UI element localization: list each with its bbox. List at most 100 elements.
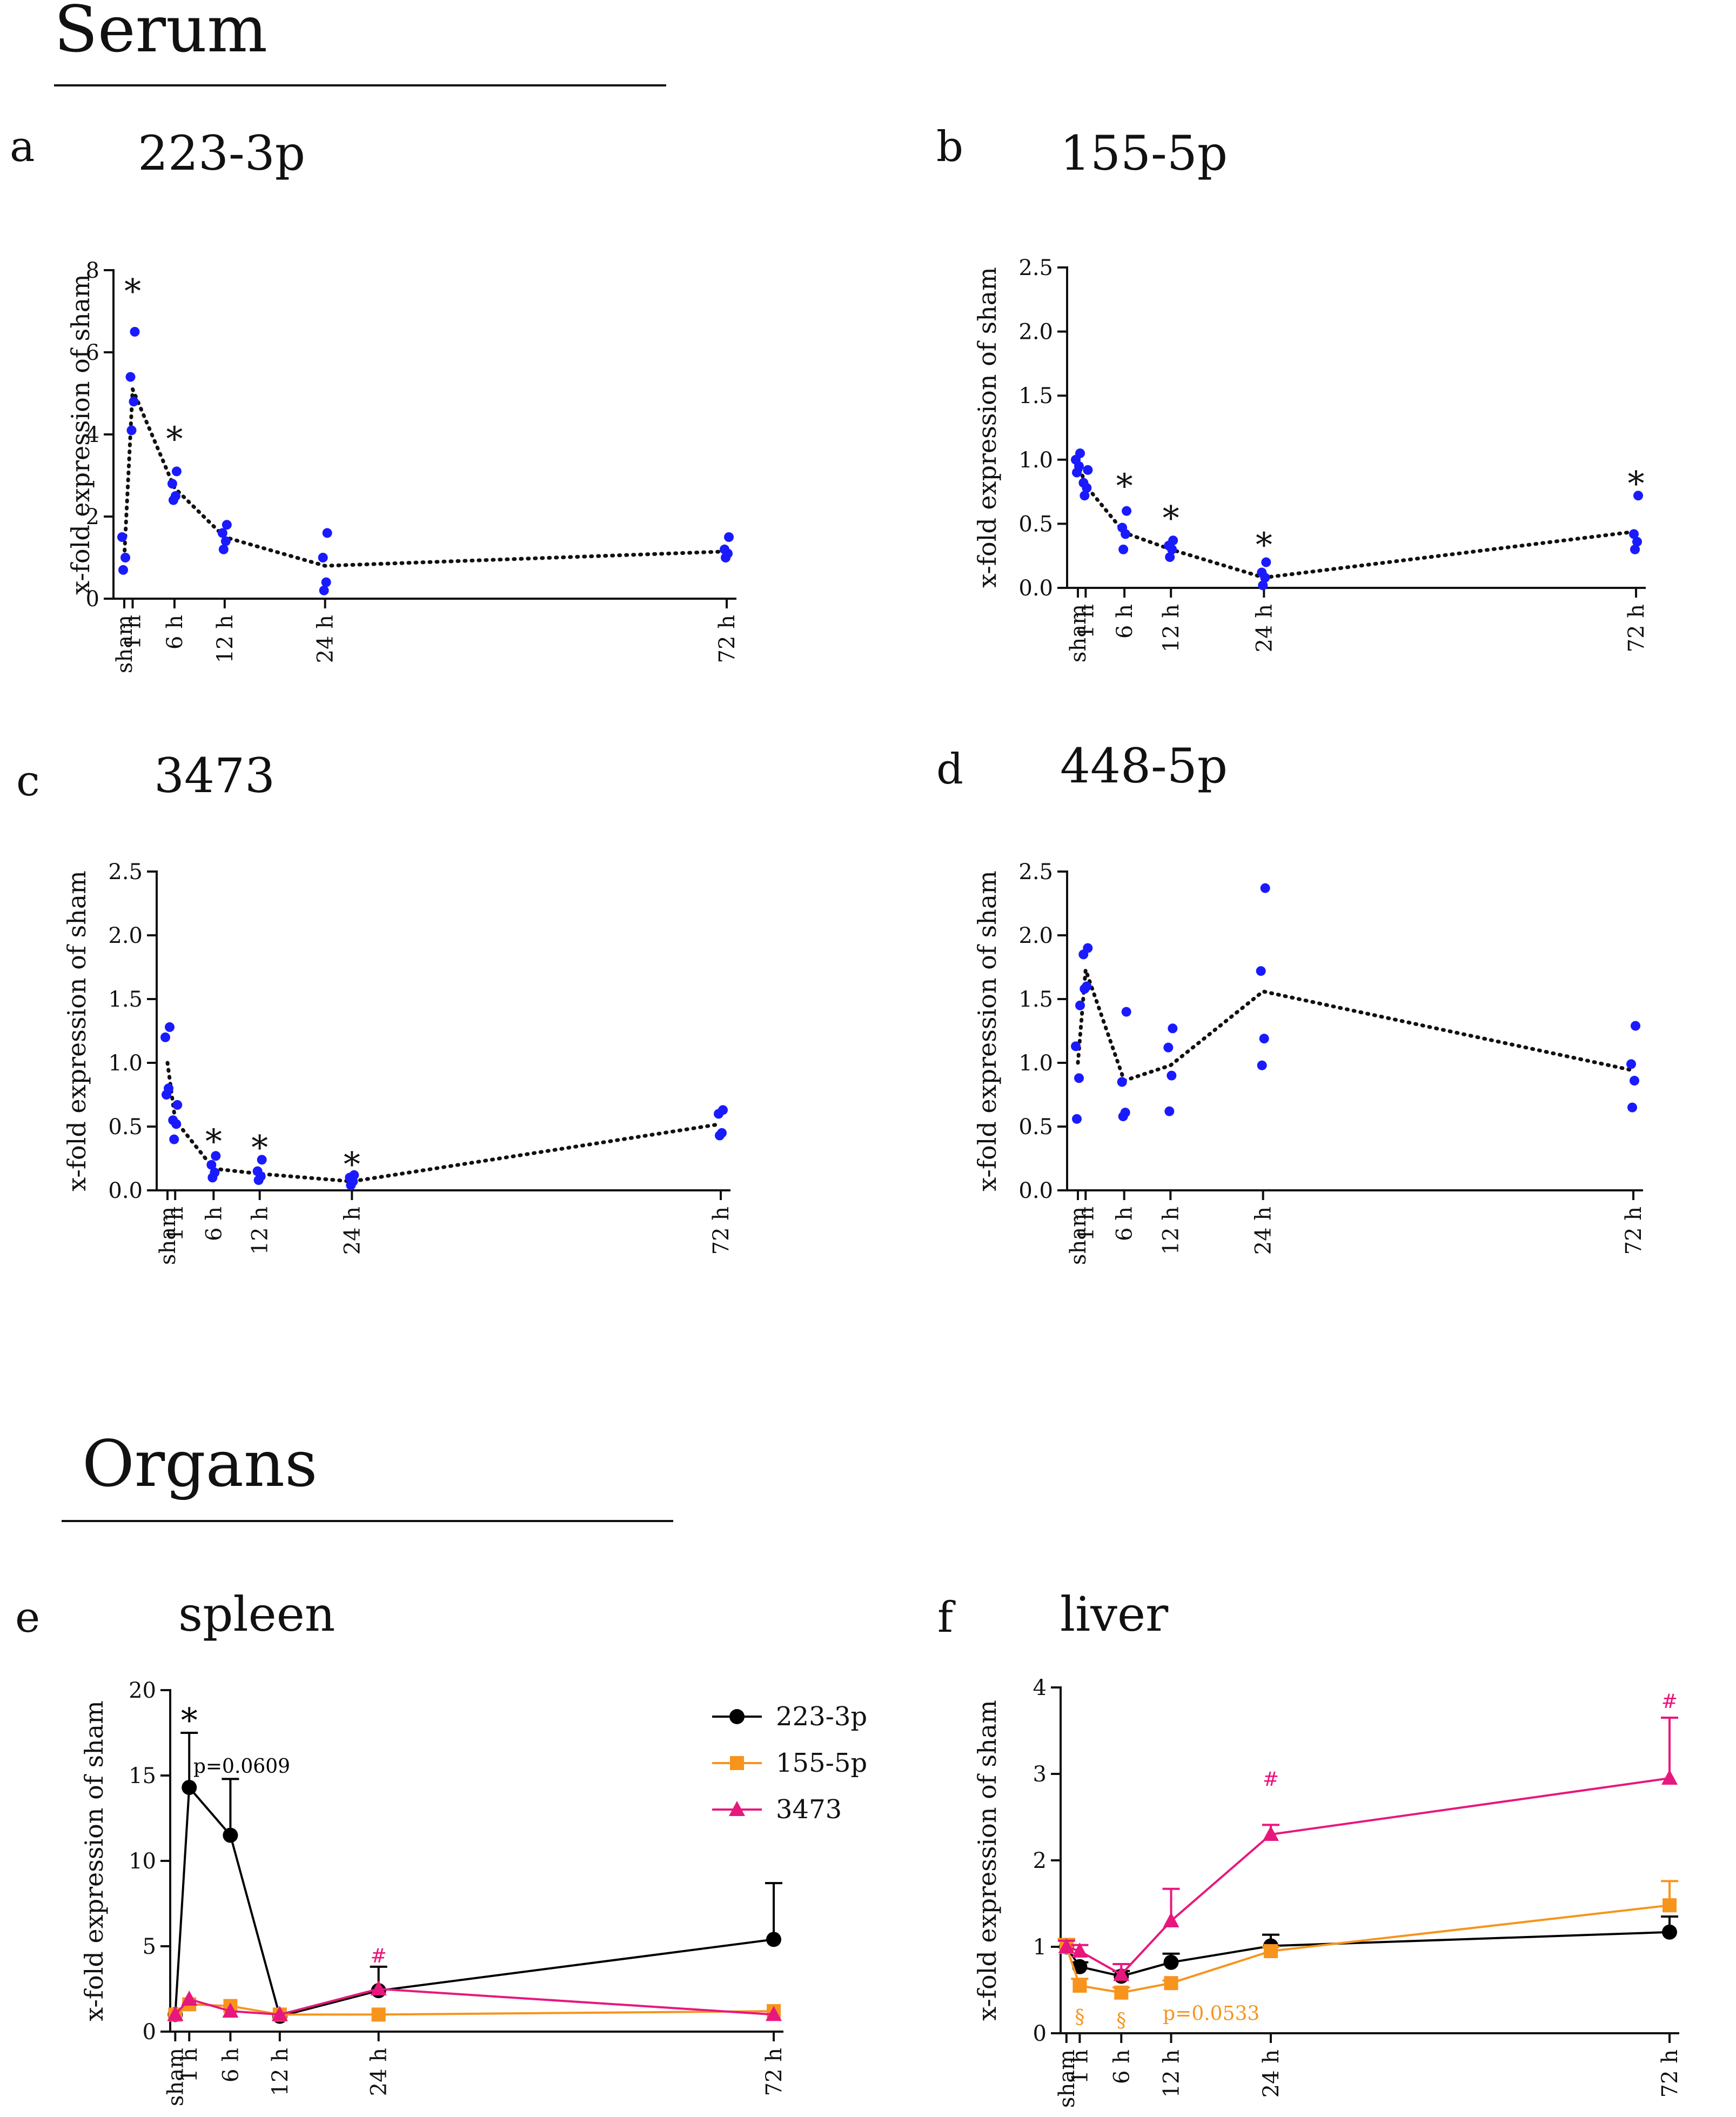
x-tick-label: 12 h (1159, 2049, 1184, 2098)
annotation: # (1263, 1768, 1279, 1791)
significance-marker: * (1256, 525, 1272, 565)
y-tick-label: 2.0 (108, 923, 143, 948)
y-tick-label: 0.0 (1018, 1178, 1053, 1203)
data-point (206, 1160, 217, 1170)
data-marker (222, 2002, 239, 2018)
y-axis-label: x-fold expression of sham (973, 1700, 1002, 2021)
data-point (126, 425, 137, 436)
data-point (1631, 1021, 1640, 1031)
x-tick-label: 24 h (1251, 1207, 1276, 1255)
data-point (720, 544, 729, 554)
data-point (1632, 537, 1642, 547)
data-point (172, 1100, 183, 1110)
data-point (724, 532, 734, 542)
y-tick-label: 20 (129, 1678, 156, 1703)
y-tick-label: 1.0 (1018, 448, 1053, 473)
panel-title-f: liver (1060, 1586, 1169, 1642)
data-point (1630, 544, 1640, 554)
data-marker (1263, 1826, 1279, 1841)
series-line-3473 (174, 1987, 774, 2016)
data-point (1078, 478, 1089, 488)
x-tick-label: 1 h (120, 615, 145, 649)
x-tick-label: 72 h (1658, 2049, 1683, 2098)
x-tick-label: 72 h (709, 1207, 734, 1255)
data-point (1627, 1102, 1637, 1113)
data-marker (167, 2006, 184, 2021)
y-tick-label: 0.0 (108, 1178, 143, 1203)
data-point (165, 1022, 175, 1032)
data-point (1072, 1114, 1082, 1124)
plot-d: 0.0 0.5 1.0 1.5 2.0 2.5 x-fold expression of s… (973, 860, 1646, 1265)
x-tick-label: 72 h (1624, 604, 1649, 652)
data-point (210, 1167, 220, 1177)
data-point (167, 479, 177, 489)
data-marker (371, 2007, 386, 2022)
annotation: p=0.0609 (193, 1756, 290, 1778)
data-point (117, 532, 127, 542)
data-marker (1071, 1942, 1088, 1958)
series-line-3473 (1066, 1777, 1670, 1976)
x-tick-label: 1 h (1074, 1207, 1098, 1241)
significance-marker: * (251, 1128, 268, 1168)
significance-marker: * (344, 1144, 360, 1184)
mean-line (122, 388, 729, 568)
y-tick-label: 2.5 (108, 860, 143, 885)
legend-marker (730, 1756, 744, 1770)
y-tick-label: 4 (86, 423, 99, 447)
x-tick-label: sham (1066, 604, 1091, 662)
data-marker (1662, 1924, 1677, 1940)
data-point (1121, 1007, 1131, 1017)
annotation: § (1075, 2006, 1084, 2028)
data-point (1168, 1023, 1178, 1034)
data-point (1118, 544, 1129, 554)
y-tick-label: 4 (1033, 1676, 1047, 1700)
data-point (160, 1032, 170, 1042)
data-marker (1073, 1979, 1087, 1993)
x-tick-label: 24 h (367, 2048, 392, 2096)
data-marker (182, 1780, 197, 1796)
y-tick-label: 0.0 (1018, 576, 1053, 601)
x-tick-label: sham (156, 1207, 180, 1265)
data-point (1080, 491, 1090, 501)
mean-line (1076, 460, 1638, 580)
y-tick-label: 1 (1033, 1935, 1047, 1960)
data-point (222, 520, 232, 530)
x-tick-label: 1 h (163, 1207, 188, 1241)
legend-marker (729, 1709, 745, 1724)
y-tick-label: 2.0 (1018, 923, 1053, 948)
data-marker (1661, 1770, 1678, 1785)
x-tick-label: sham (112, 615, 137, 673)
y-tick-label: 10 (129, 1849, 156, 1874)
x-tick-label: 6 h (218, 2048, 243, 2082)
data-point (211, 1151, 221, 1161)
x-tick-label: 24 h (340, 1207, 365, 1255)
data-point (1165, 552, 1175, 562)
data-point (349, 1170, 359, 1180)
data-point (717, 1128, 727, 1138)
panel-letter-b: b (936, 123, 963, 171)
data-point (168, 1115, 178, 1126)
panel-title-a: 223-3p (138, 125, 305, 181)
data-point (1626, 1059, 1636, 1069)
plot-c: 0.0 0.5 1.0 1.5 2.0 2.5 x-fold expression of s… (62, 860, 734, 1265)
data-point (171, 466, 182, 477)
x-tick-label: 6 h (1109, 2049, 1134, 2084)
y-tick-label: 1.0 (1018, 1051, 1053, 1076)
data-marker (1113, 1966, 1130, 1981)
data-marker (223, 1827, 238, 1843)
panel-letter-d: d (936, 745, 963, 794)
data-point (1075, 448, 1085, 458)
x-tick-label: 72 h (1621, 1207, 1646, 1255)
data-marker (1163, 1912, 1179, 1927)
y-tick-label: 1.0 (108, 1051, 143, 1076)
data-marker (766, 1932, 781, 1947)
x-tick-label: 6 h (202, 1207, 226, 1241)
data-point (130, 327, 140, 337)
panel-letter-a: a (10, 123, 35, 171)
panel-letter-e: e (15, 1593, 40, 1642)
y-axis-label: x-fold expression of sham (79, 1700, 109, 2021)
significance-marker: * (205, 1122, 222, 1161)
legend-marker (729, 1801, 745, 1816)
data-point (1261, 557, 1271, 567)
